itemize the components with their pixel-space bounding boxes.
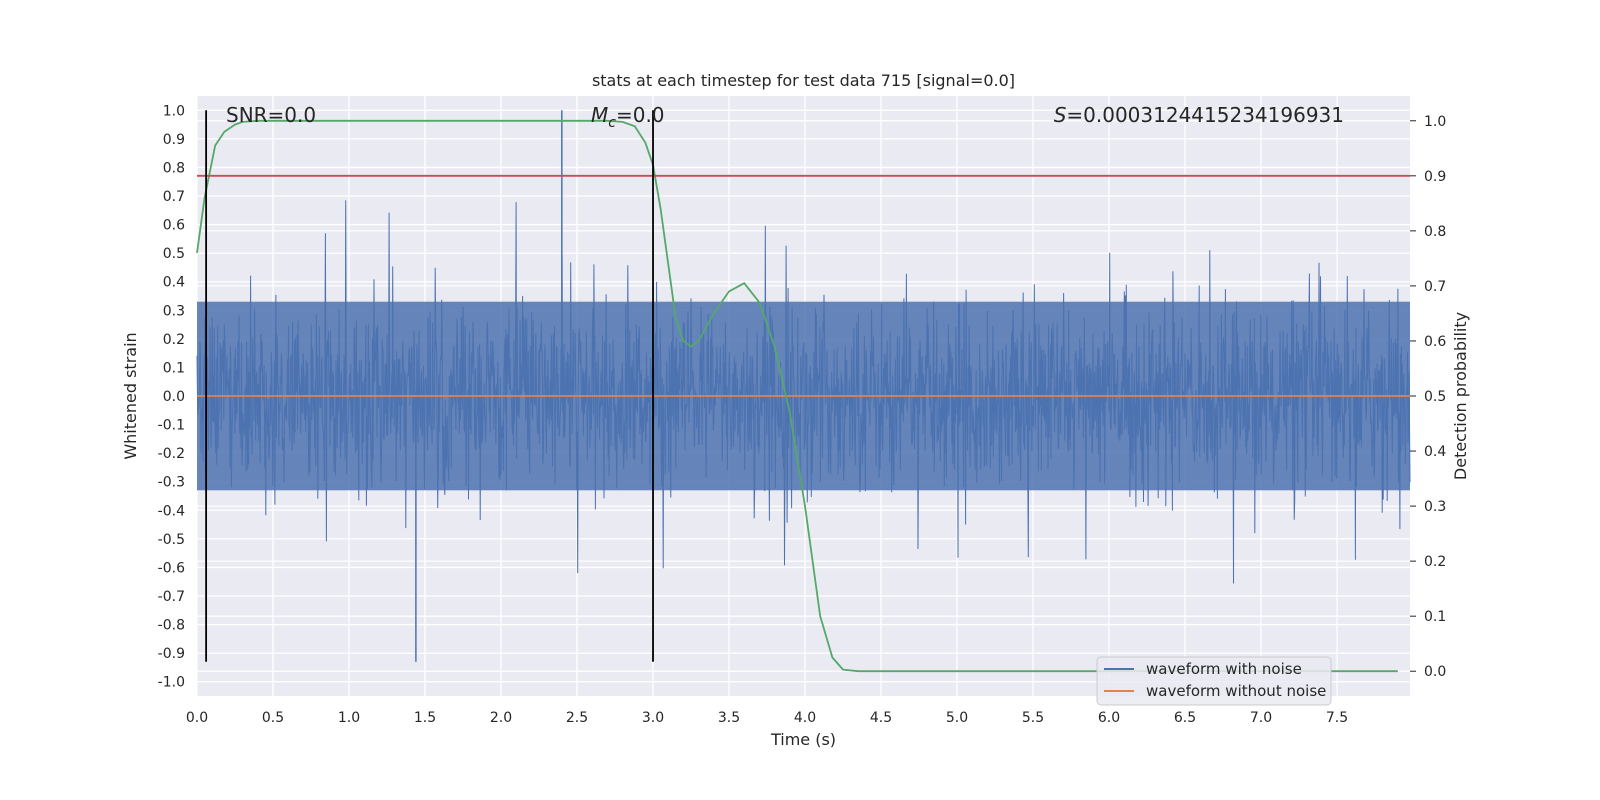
series-lines-group — [196, 110, 1410, 673]
mc-value: =0.0 — [616, 103, 665, 127]
y-left-tick-label: -0.8 — [158, 618, 185, 634]
x-tick-label: 6.5 — [1174, 710, 1196, 726]
x-tick-label: 6.0 — [1098, 710, 1120, 726]
y-right-tick-label: 0.5 — [1424, 389, 1446, 405]
y-left-tick-label: -0.1 — [158, 418, 185, 434]
y-left-tick-label: -0.5 — [158, 532, 185, 548]
x-tick-label: 5.5 — [1022, 710, 1044, 726]
y-left-tick-label: -0.2 — [158, 446, 185, 462]
x-tick-label: 5.0 — [946, 710, 968, 726]
y-left-tick-label: 0.7 — [163, 189, 185, 205]
x-tick-label: 2.5 — [566, 710, 588, 726]
s-value: =0.0003124415234196931 — [1066, 103, 1344, 127]
mc-subscript: c — [608, 115, 616, 131]
x-tick-label: 3.0 — [642, 710, 664, 726]
y-left-tick-label: -0.6 — [158, 560, 185, 576]
y-left-tick-label: 0.0 — [163, 389, 185, 405]
y-right-tick-label: 0.1 — [1424, 609, 1446, 625]
y-left-tick-label: 0.2 — [163, 332, 185, 348]
x-tick-label: 4.5 — [870, 710, 892, 726]
x-tick-label: 2.0 — [490, 710, 512, 726]
y-left-tick-label: 1.0 — [163, 103, 185, 119]
y-left-tick-label: 0.6 — [163, 218, 185, 234]
y-left-tick-label: -0.4 — [158, 503, 185, 519]
y-left-tick-label: -0.3 — [158, 475, 185, 491]
y-right-tick-label: 0.7 — [1424, 279, 1446, 295]
y-left-tick-label: 0.8 — [163, 160, 185, 176]
legend: waveform with noise waveform without noi… — [1096, 656, 1332, 706]
x-axis-title: Time (s) — [770, 730, 836, 749]
legend-label-waveform-without-noise: waveform without noise — [1146, 682, 1326, 700]
y-right-tick-label: 0.3 — [1424, 499, 1446, 515]
x-tick-label: 0.0 — [186, 710, 208, 726]
y-right-tick-label: 0.4 — [1424, 444, 1446, 460]
x-tick-label: 4.0 — [794, 710, 816, 726]
snr-annotation: SNR=0.0 — [226, 103, 316, 127]
s-annotation: S=0.0003124415234196931 — [1054, 103, 1344, 127]
y-right-tick-label: 0.8 — [1424, 224, 1446, 240]
x-tick-label: 1.5 — [414, 710, 436, 726]
y-axis-left-ticks: 1.0 0.9 0.8 0.7 0.6 0.5 0.4 0.3 0.2 0.1 0.0 -0.1 -0.… — [158, 103, 185, 690]
chart-title: stats at each timestep for test data 715… — [592, 71, 1015, 90]
y-left-tick-label: 0.4 — [163, 275, 185, 291]
y-right-tick-label: 0.6 — [1424, 334, 1446, 350]
x-tick-label: 7.5 — [1326, 710, 1348, 726]
x-tick-label: 0.5 — [262, 710, 284, 726]
y-axis-right-ticks: 1.0 0.9 0.8 0.7 0.6 0.5 0.4 0.3 0.2 0.1 0.0 — [1410, 114, 1446, 680]
y-left-tick-label: -1.0 — [158, 675, 185, 691]
s-symbol: S — [1054, 103, 1067, 127]
series-detection-probability — [196, 119, 1398, 673]
chirp-mass-annotation: Mc=0.0 — [591, 103, 665, 131]
y-left-tick-label: -0.9 — [158, 646, 185, 662]
x-tick-label: 1.0 — [338, 710, 360, 726]
y-left-tick-label: 0.9 — [163, 132, 185, 148]
legend-label-waveform-with-noise: waveform with noise — [1146, 660, 1302, 678]
y-axis-right-title: Detection probability — [1451, 312, 1470, 480]
x-tick-label: 7.0 — [1250, 710, 1272, 726]
x-tick-label: 3.5 — [718, 710, 740, 726]
y-axis-left-title: Whitened strain — [121, 332, 140, 459]
y-right-tick-label: 0.0 — [1424, 664, 1446, 680]
y-right-tick-label: 1.0 — [1424, 114, 1446, 130]
legend-box — [1096, 656, 1332, 706]
y-left-tick-label: 0.3 — [163, 303, 185, 319]
y-left-tick-label: 0.5 — [163, 246, 185, 262]
y-right-tick-label: 0.2 — [1424, 554, 1446, 570]
y-left-tick-label: 0.1 — [163, 360, 185, 376]
y-right-tick-label: 0.9 — [1424, 169, 1446, 185]
y-left-tick-label: -0.7 — [158, 589, 185, 605]
mc-symbol: M — [591, 103, 608, 127]
noise-trace — [196, 200, 1411, 584]
x-axis-ticks: 0.0 0.5 1.0 1.5 2.0 2.5 3.0 3.5 4.0 4.5 5.0 5.5 6.0 6… — [186, 710, 1348, 726]
